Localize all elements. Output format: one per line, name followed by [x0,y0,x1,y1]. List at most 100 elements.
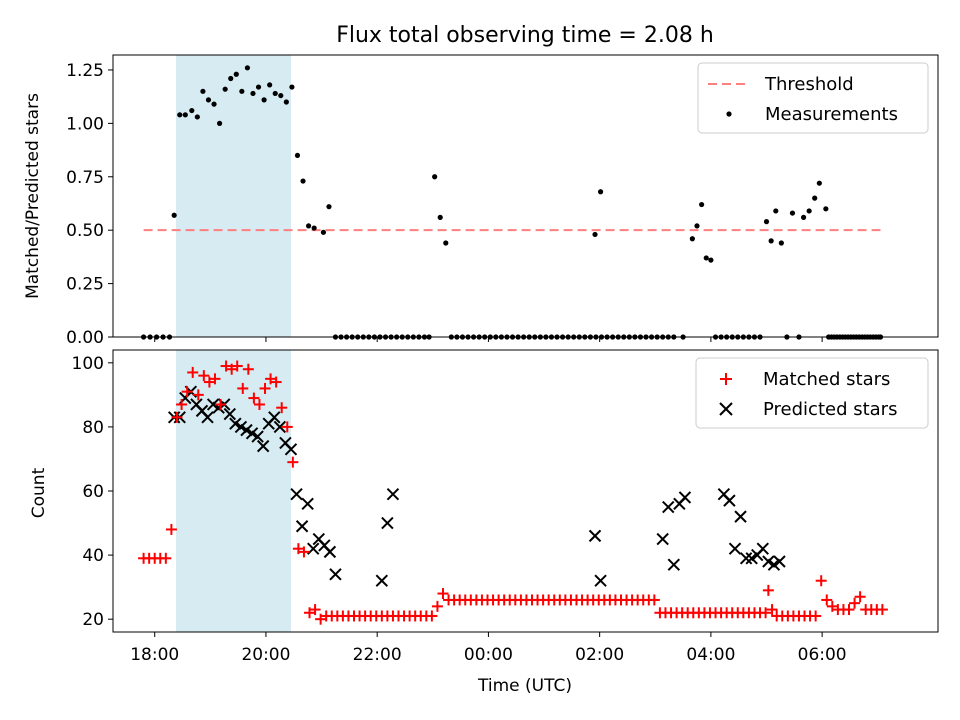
measurement-point [283,99,289,105]
measurement-point [437,214,443,220]
predicted-point [206,398,220,411]
bottom-ylabel: Count [29,467,49,518]
matched-point [315,613,327,625]
matched-point [209,373,221,385]
matched-point [854,591,866,603]
measurement-point [763,219,770,225]
measurement-point [305,223,312,229]
bottom-x-axis: 18:00 20:00 22:00 00:00 02:00 04:00 06:00 [130,632,847,665]
matched-point [876,604,888,616]
predicted-point [375,574,389,587]
matched-point [810,610,822,622]
predicted-point [229,417,242,430]
measurement-point [267,82,273,88]
predicted-point [284,443,298,456]
matched-point [437,588,449,600]
matched-point [304,607,316,619]
matched-point [281,421,293,433]
matched-point [766,604,778,616]
x-tick-label: 00:00 [464,645,513,665]
x-tick-label: 04:00 [686,645,735,665]
predicted-point [245,427,259,440]
measurement-point [699,201,705,208]
matched-point [426,610,438,622]
legend-measurements-swatch [726,111,732,117]
legend-matched-label: Matched stars [763,369,890,390]
matched-point [276,402,288,414]
measurement-point [443,240,449,246]
measurement-point [294,152,301,159]
x-tick-label: 02:00 [575,645,624,665]
predicted-point [386,487,400,501]
matched-point [298,546,310,558]
top-y-tick-label: 0.00 [66,328,104,348]
measurement-point [326,204,332,210]
matched-point [287,456,299,468]
matched-point [220,360,232,372]
measurement-point [800,214,807,220]
matched-point [648,594,660,606]
x-tick-label: 22:00 [353,645,402,665]
measurement-point [432,174,438,180]
bottom-y-tick-label: 20 [82,610,104,630]
measurement-point [228,75,234,82]
top-y-tick-label: 0.75 [66,168,104,188]
matched-point [843,604,855,616]
predicted-point [678,491,692,504]
matched-point [231,360,243,372]
matched-point [431,600,443,612]
measurement-point [272,90,278,97]
predicted-point [268,411,281,424]
measurement-point [311,225,317,231]
bottom-shaded-region [176,350,291,632]
matched-point [226,363,238,375]
matched-point [821,594,833,606]
bottom-panel: 20 40 60 80 100 18:00 20:00 22:00 00:00 02:00 04:… [29,349,939,696]
measurement-point [806,208,812,214]
matched-point [203,376,215,388]
predicted-point [240,423,253,437]
top-plot-frame [112,54,939,338]
legend-threshold-label: Threshold [764,74,854,95]
matched-point [237,382,249,394]
top-x-ticks [154,337,823,342]
matched-point [259,382,271,394]
measurement-point [708,257,714,263]
predicted-point [656,532,669,546]
matched-point [309,604,321,616]
x-tick-label: 20:00 [241,645,290,665]
measurement-point [239,88,245,94]
top-y-tick-label: 0.50 [66,221,104,241]
matched-point [215,398,227,410]
top-legend: Threshold Measurements [697,62,929,134]
top-y-axis: 0.00 0.25 0.50 0.75 1.00 1.25 [66,61,113,348]
predicted-point [662,500,675,514]
top-y-tick-label: 0.25 [66,275,104,295]
matched-point [198,370,210,382]
matched-point [760,607,772,619]
measurement-point [217,120,223,126]
predicted-point [767,558,781,571]
top-y-tick-label: 1.00 [66,114,104,134]
predicted-point [739,552,753,565]
predicted-point [329,568,342,581]
measurement-point [816,180,822,186]
predicted-point [588,529,602,543]
legend-predicted-swatch [719,402,733,416]
measurement-point [694,223,700,229]
measurement-point [320,229,327,235]
matched-point [187,366,199,378]
measurement-point [278,92,284,99]
predicted-point [307,542,320,555]
measurement-point [597,189,604,195]
matched-point [176,398,188,410]
measurement-point [789,210,796,216]
predicted-point [256,439,270,453]
bottom-legend: Matched stars Predicted stars [695,357,929,429]
x-axis-label: Time (UTC) [477,676,572,696]
legend-matched-swatch [720,373,732,385]
measurement-point [773,208,779,214]
predicted-point [723,494,736,507]
matched-point [171,411,183,423]
measurement-point [703,255,709,261]
